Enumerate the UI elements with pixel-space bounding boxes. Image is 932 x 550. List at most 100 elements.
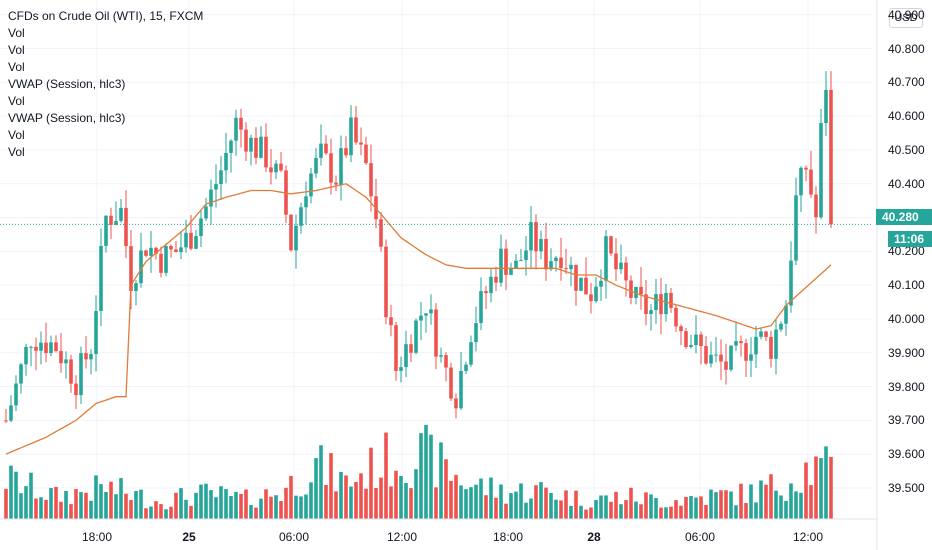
volume-bar	[34, 498, 38, 519]
volume-bar	[149, 506, 153, 519]
volume-bar	[644, 492, 648, 519]
candle	[499, 234, 503, 287]
volume-bar	[724, 490, 728, 519]
candle	[444, 352, 448, 382]
candle	[284, 165, 288, 223]
candle	[669, 287, 673, 313]
volume-bar	[389, 486, 393, 519]
indicator-label[interactable]: Vol	[8, 145, 25, 159]
candle	[254, 127, 258, 165]
currency-button[interactable]: USD	[889, 8, 923, 28]
candle	[569, 256, 573, 287]
candle	[449, 362, 453, 401]
volume-bar	[529, 498, 533, 519]
candle	[299, 202, 303, 234]
candle	[719, 339, 723, 380]
bar-countdown-tag: 11:06	[888, 231, 932, 247]
candle	[769, 330, 773, 368]
volume-bar	[754, 502, 758, 519]
volume-bar	[379, 477, 383, 519]
candle	[39, 331, 43, 365]
volume-bar	[539, 482, 543, 519]
volume-bar	[4, 488, 8, 519]
candle	[429, 294, 433, 325]
volume-bar	[59, 501, 63, 519]
candle	[94, 295, 98, 372]
volume-bar	[109, 481, 113, 519]
volume-bar	[604, 495, 608, 519]
candle	[794, 177, 798, 265]
candle	[564, 248, 568, 275]
volume-bar	[734, 505, 738, 519]
volume-bar	[289, 475, 293, 519]
candle	[614, 238, 618, 282]
candle	[179, 232, 183, 259]
candle	[774, 319, 778, 375]
volume-bar	[144, 508, 148, 519]
volume-bar	[449, 480, 453, 519]
candle	[334, 175, 338, 192]
volume-bar	[639, 504, 643, 519]
volume-bar	[249, 505, 253, 519]
candle	[699, 331, 703, 365]
candle	[649, 304, 653, 331]
volume-bar	[619, 504, 623, 519]
candle	[369, 144, 373, 212]
volume-bar	[659, 507, 663, 519]
volume-bar	[364, 488, 368, 519]
volume-bar	[204, 483, 208, 519]
volume-bar	[129, 500, 133, 519]
volume-bar	[464, 489, 468, 519]
price-tick-label: 39.900	[888, 345, 925, 360]
volume-bar	[404, 482, 408, 519]
candle	[204, 197, 208, 221]
volume-bar	[79, 492, 83, 519]
volume-bar	[744, 503, 748, 519]
volume-bar	[264, 489, 268, 519]
candle	[574, 264, 578, 306]
indicator-label[interactable]: Vol	[8, 60, 25, 74]
candle	[324, 135, 328, 155]
price-tick-label: 40.200	[888, 244, 925, 259]
indicator-label[interactable]: VWAP (Session, hlc3)	[8, 111, 126, 125]
candle	[604, 230, 608, 299]
volume-bar	[789, 483, 793, 519]
time-tick-label: 28	[587, 530, 601, 544]
indicator-label[interactable]: Vol	[8, 128, 25, 142]
candle	[174, 241, 178, 253]
candle	[294, 214, 298, 269]
indicator-label[interactable]: VWAP (Session, hlc3)	[8, 77, 126, 91]
candle	[49, 335, 53, 357]
symbol-title[interactable]: CFDs on Crude Oil (WTI), 15, FXCM	[8, 9, 204, 23]
candle	[364, 136, 368, 165]
indicator-label[interactable]: Vol	[8, 43, 25, 57]
time-tick-label: 06:00	[684, 530, 716, 544]
volume-bar	[689, 496, 693, 519]
volume-bar	[224, 489, 228, 519]
candle	[224, 132, 228, 184]
last-price-tag: 40.280	[876, 209, 932, 225]
volume-bar	[29, 472, 33, 519]
candlesticks	[4, 71, 833, 424]
volume-bar	[24, 486, 28, 519]
volume-bar	[569, 505, 573, 519]
indicator-label[interactable]: Vol	[8, 94, 25, 108]
candle	[539, 230, 543, 260]
volume-bar	[184, 499, 188, 519]
volume-bar	[509, 493, 513, 519]
candle	[459, 351, 463, 411]
candle	[754, 325, 758, 369]
candle	[379, 212, 383, 252]
volume-bar	[674, 500, 678, 519]
candle	[654, 278, 658, 325]
candle	[639, 266, 643, 310]
volume-bar	[154, 501, 158, 519]
volume-bar	[719, 490, 723, 519]
volume-bar	[614, 491, 618, 519]
indicator-label[interactable]: Vol	[8, 26, 25, 40]
candle	[54, 335, 58, 353]
candle	[779, 321, 783, 332]
volume-bar	[664, 507, 668, 519]
candle	[744, 338, 748, 377]
